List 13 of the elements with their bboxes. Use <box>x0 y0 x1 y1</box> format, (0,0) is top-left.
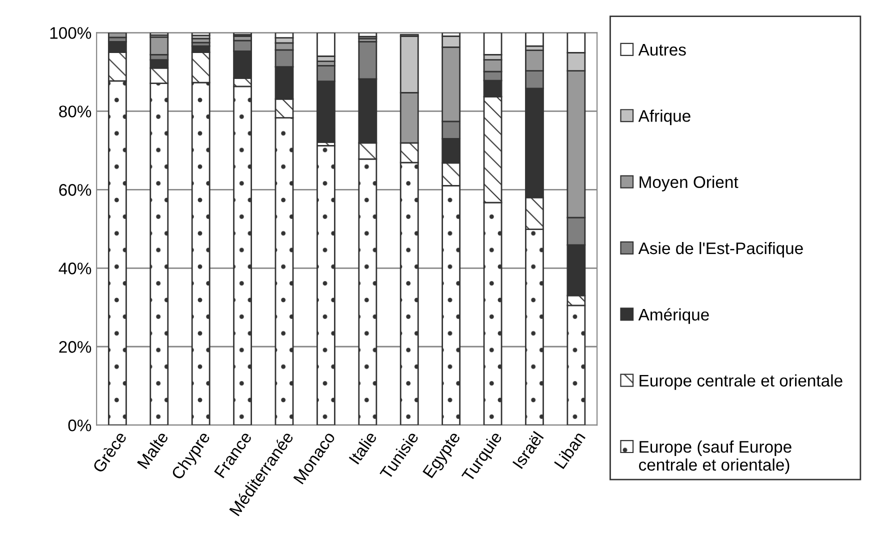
legend-label: Europe centrale et orientale <box>640 374 842 390</box>
y-tick-label: 100% <box>50 27 92 39</box>
legend-label: Afrique <box>638 110 690 126</box>
legend-label: Moyen Orient <box>640 176 738 192</box>
legend-label: Amérique <box>638 308 709 324</box>
y-tick-label: 60% <box>59 184 92 196</box>
legend-label: Autres <box>638 44 686 56</box>
y-tick-label: 80% <box>59 106 92 118</box>
y-tick-label: 40% <box>58 262 92 274</box>
legend-label: Asie de l'Est-Pacifique <box>638 242 803 258</box>
legend-label: Europe (sauf Europe centrale et orientale) <box>639 440 792 474</box>
y-tick-label: 0% <box>68 420 92 432</box>
y-tick-label: 20% <box>59 341 92 353</box>
